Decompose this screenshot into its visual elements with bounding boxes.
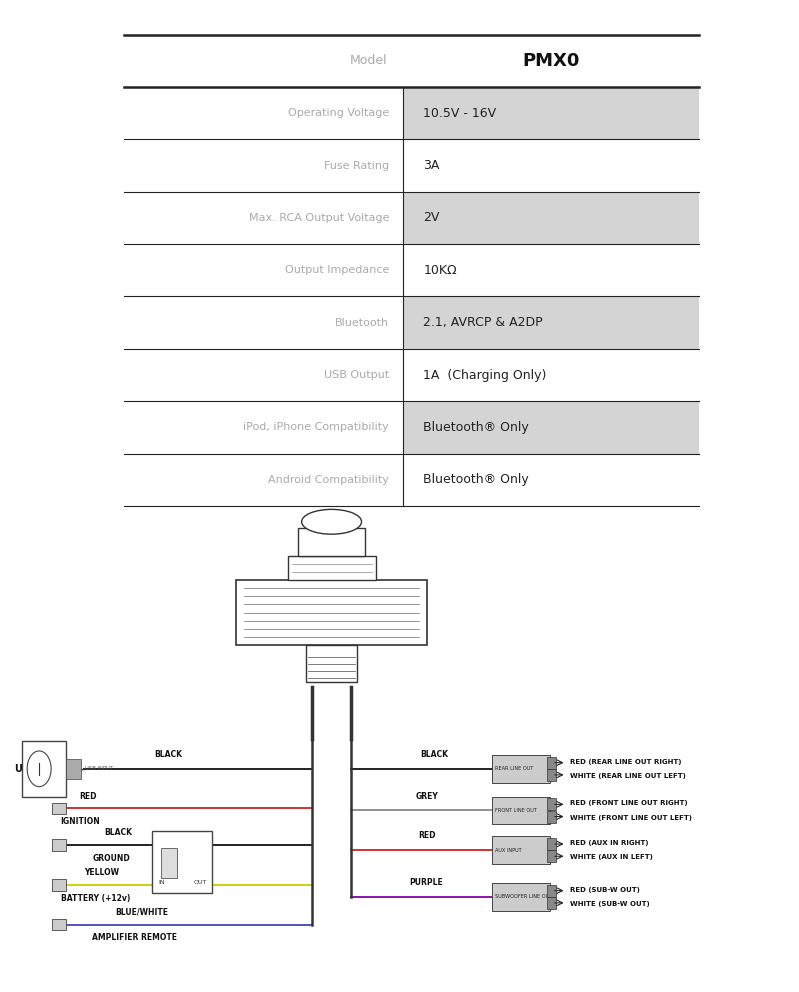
Bar <box>547 810 556 822</box>
Text: Bluetooth: Bluetooth <box>335 317 389 327</box>
Bar <box>52 839 66 851</box>
Bar <box>161 848 177 878</box>
Text: iPod, iPhone Compatibility: iPod, iPhone Compatibility <box>244 423 389 433</box>
Text: 3A: 3A <box>423 159 439 172</box>
Text: BLUE/WHITE: BLUE/WHITE <box>116 908 169 917</box>
Bar <box>403 297 699 349</box>
Text: RED: RED <box>419 831 436 840</box>
Bar <box>492 797 550 824</box>
Text: Bluetooth® Only: Bluetooth® Only <box>423 421 529 434</box>
Bar <box>547 885 556 897</box>
Text: IGNITION: IGNITION <box>60 817 100 826</box>
Text: AMPLIFIER REMOTE: AMPLIFIER REMOTE <box>92 933 177 942</box>
Bar <box>547 850 556 862</box>
Text: 10KΩ: 10KΩ <box>423 264 457 277</box>
Bar <box>547 769 556 781</box>
Bar <box>492 883 550 911</box>
Bar <box>547 897 556 909</box>
Bar <box>52 879 66 891</box>
Bar <box>52 803 66 814</box>
Text: RED: RED <box>79 792 97 801</box>
Text: 2.1, AVRCP & A2DP: 2.1, AVRCP & A2DP <box>423 316 543 329</box>
Bar <box>66 759 81 779</box>
Text: Fuse Rating: Fuse Rating <box>324 161 389 171</box>
Text: BATTERY (+12v): BATTERY (+12v) <box>62 894 130 903</box>
Bar <box>403 87 699 140</box>
Bar <box>492 755 550 783</box>
Text: 1A  (Charging Only): 1A (Charging Only) <box>423 369 547 382</box>
Bar <box>22 741 66 797</box>
Text: IN: IN <box>158 880 165 885</box>
Text: RED (AUX IN RIGHT): RED (AUX IN RIGHT) <box>570 840 648 846</box>
Text: AUX INPUT: AUX INPUT <box>495 847 521 853</box>
Bar <box>492 836 550 864</box>
Text: GREY: GREY <box>416 792 439 801</box>
Text: 2V: 2V <box>423 211 439 224</box>
Ellipse shape <box>27 751 51 787</box>
Text: BLACK: BLACK <box>104 828 133 837</box>
Text: WHITE (AUX IN LEFT): WHITE (AUX IN LEFT) <box>570 854 653 860</box>
Text: Operating Voltage: Operating Voltage <box>288 108 389 118</box>
Text: REAR LINE OUT: REAR LINE OUT <box>495 766 533 772</box>
Text: YELLOW: YELLOW <box>84 868 119 877</box>
Text: FRONT LINE OUT: FRONT LINE OUT <box>495 807 536 813</box>
Text: USB Output: USB Output <box>324 370 389 380</box>
Text: Bluetooth® Only: Bluetooth® Only <box>423 473 529 486</box>
Text: PMX0: PMX0 <box>523 52 580 69</box>
Bar <box>298 528 365 556</box>
Text: 10.5V - 16V: 10.5V - 16V <box>423 107 497 120</box>
Ellipse shape <box>302 510 361 534</box>
Text: Android Compatibility: Android Compatibility <box>268 475 389 485</box>
Bar <box>547 838 556 850</box>
Text: PURPLE: PURPLE <box>409 878 443 887</box>
Text: Max. RCA Output Voltage: Max. RCA Output Voltage <box>248 213 389 223</box>
Text: WHITE (FRONT LINE OUT LEFT): WHITE (FRONT LINE OUT LEFT) <box>570 814 692 820</box>
Text: USB INPUT: USB INPUT <box>85 766 113 772</box>
Text: BLACK: BLACK <box>419 750 448 759</box>
Text: Output Impedance: Output Impedance <box>284 265 389 276</box>
Text: RED (REAR LINE OUT RIGHT): RED (REAR LINE OUT RIGHT) <box>570 759 682 765</box>
Text: SUBWOOFER LINE OUT: SUBWOOFER LINE OUT <box>495 894 551 900</box>
Bar <box>288 556 376 580</box>
Text: BLACK: BLACK <box>153 750 182 759</box>
Bar <box>403 401 699 453</box>
Text: USB: USB <box>14 764 37 774</box>
Bar <box>306 645 357 682</box>
Text: RED (SUB-W OUT): RED (SUB-W OUT) <box>570 887 639 893</box>
Text: GROUND: GROUND <box>93 854 131 863</box>
Bar <box>152 831 212 893</box>
Text: WHITE (SUB-W OUT): WHITE (SUB-W OUT) <box>570 901 650 907</box>
Bar <box>236 580 427 645</box>
Text: WHITE (REAR LINE OUT LEFT): WHITE (REAR LINE OUT LEFT) <box>570 773 686 779</box>
Bar <box>547 757 556 769</box>
Bar <box>403 191 699 244</box>
Text: RED (FRONT LINE OUT RIGHT): RED (FRONT LINE OUT RIGHT) <box>570 801 687 806</box>
Text: Model: Model <box>350 55 388 67</box>
Bar <box>52 919 66 930</box>
Text: OUT: OUT <box>193 880 207 885</box>
Bar <box>547 799 556 810</box>
